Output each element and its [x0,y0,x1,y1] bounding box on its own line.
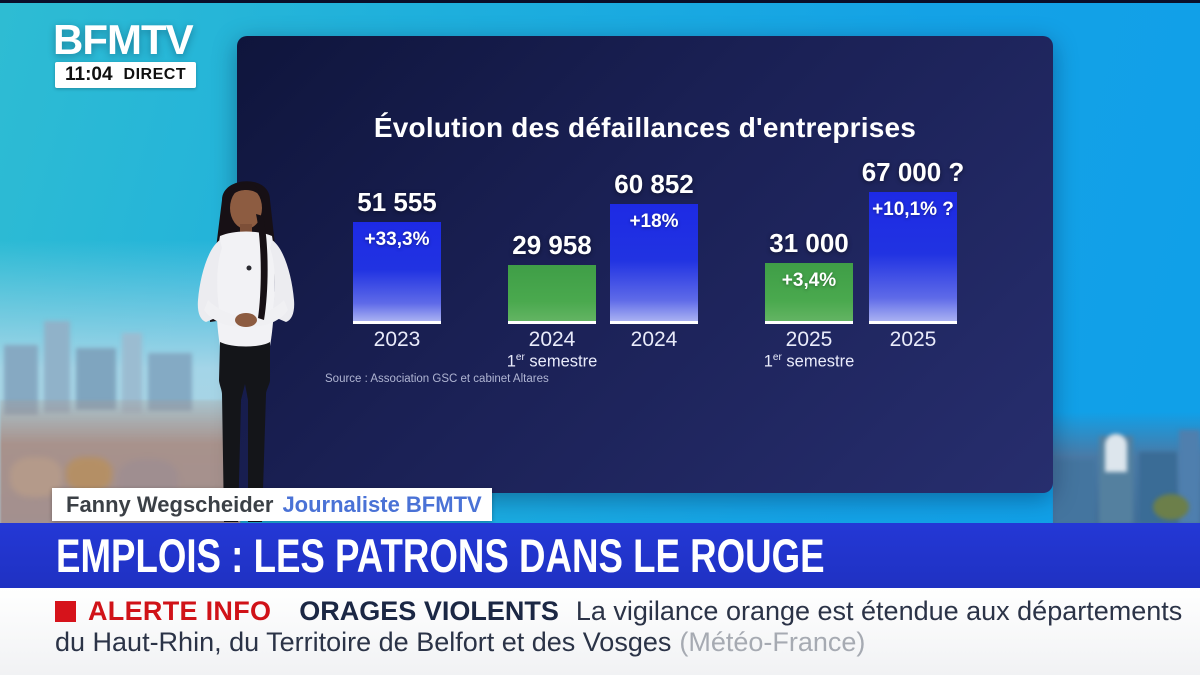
bar-value-label: 31 000 [769,228,849,258]
skyline-tower [122,333,142,413]
bar: +18% [610,204,698,324]
bar-group-2024: 60 852 +18% 2024 [610,169,698,351]
top-border-strip [0,0,1200,3]
presenter-name: Fanny Wegscheider [66,491,274,517]
hair-fringe [230,183,262,202]
pants [219,342,270,522]
ticker-text-1: La vigilance orange est étendue aux dépa… [575,596,1183,626]
bar-value-label: 60 852 [614,169,694,199]
chart-panel: Évolution des défaillances d'entreprises… [237,36,1053,493]
autumn-trees [66,457,112,491]
clock-time: 11:04 [65,64,113,85]
chart-title: Évolution des défaillances d'entreprises [373,112,917,143]
hair-strand [256,214,268,320]
forearm-right [248,300,288,327]
alert-info-label: ALERTE INFO [88,596,272,626]
skyline-tower [76,348,116,410]
bar-axis-label: 2025 1er semestre [763,328,855,371]
bar-axis-label: 2024 [630,328,678,351]
blouse-sleeve-left [197,240,222,322]
bar-value-label: 51 555 [357,187,437,217]
bar-percent-label: +3,4% [781,270,837,291]
bar-percent-label: +18% [629,211,679,232]
lapel-mic [246,265,252,271]
face [230,187,262,229]
news-ticker: ALERTE INFO ORAGES VIOLENTS La vigilance… [0,588,1200,675]
bar-group-2024-s1: 29 958 2024 1er semestre [507,230,598,371]
forearm-left [204,300,244,327]
bar: +10,1% ? [869,192,957,324]
direct-badge: DIRECT [123,66,187,83]
hands [235,313,257,327]
presenter-role: Journaliste BFMTV [282,491,482,517]
ticker-attribution: (Météo-France) [679,627,866,657]
ticker-line-2: du Haut-Rhin, du Territoire de Belfort e… [55,627,865,658]
alert-square-icon [55,601,76,622]
headline-banner: EMPLOIS : LES PATRONS DANS LE ROUGE [0,523,1200,588]
bar-axis-label: 2025 [889,328,937,351]
trees-blob [1153,494,1189,520]
bar [508,265,596,324]
dome-monument [1105,434,1127,472]
bar-value-label: 29 958 [512,230,592,260]
ticker-line-1: ALERTE INFO ORAGES VIOLENTS La vigilance… [55,596,1182,627]
time-direct-box: 11:04 DIRECT [55,62,197,88]
bar-percent-label: +33,3% [364,229,430,250]
bar: +3,4% [765,263,853,324]
bar-percent-label: +10,1% ? [872,199,954,220]
bar-axis-label: 2024 1er semestre [506,328,598,371]
skyline-tower [1055,460,1095,524]
chart-source: Source : Association GSC et cabinet Alta… [325,373,549,385]
bar-group-2023: 51 555 +33,3% 2023 [353,187,441,351]
ticker-text-2: du Haut-Rhin, du Territoire de Belfort e… [55,627,672,657]
bar: +33,3% [353,222,441,324]
bar-group-2025: 67 000 ? +10,1% ? 2025 [862,157,965,351]
skyline-tower [44,321,70,413]
lower-third-name-banner: Fanny Wegscheider Journaliste BFMTV [52,488,492,521]
bar-group-2025-s1: 31 000 +3,4% 2025 1er semestre [764,228,855,371]
blouse-sleeve-right [270,240,295,322]
ticker-topic: ORAGES VIOLENTS [299,596,559,626]
headline-text: EMPLOIS : LES PATRONS DANS LE ROUGE [56,529,825,582]
bar-value-label: 67 000 ? [861,157,965,187]
bfmtv-logo: BFMTV [53,16,194,63]
city-skyline-right [1053,412,1200,524]
bar-axis-label: 2023 [373,328,421,351]
presenter-silhouette [197,181,295,522]
